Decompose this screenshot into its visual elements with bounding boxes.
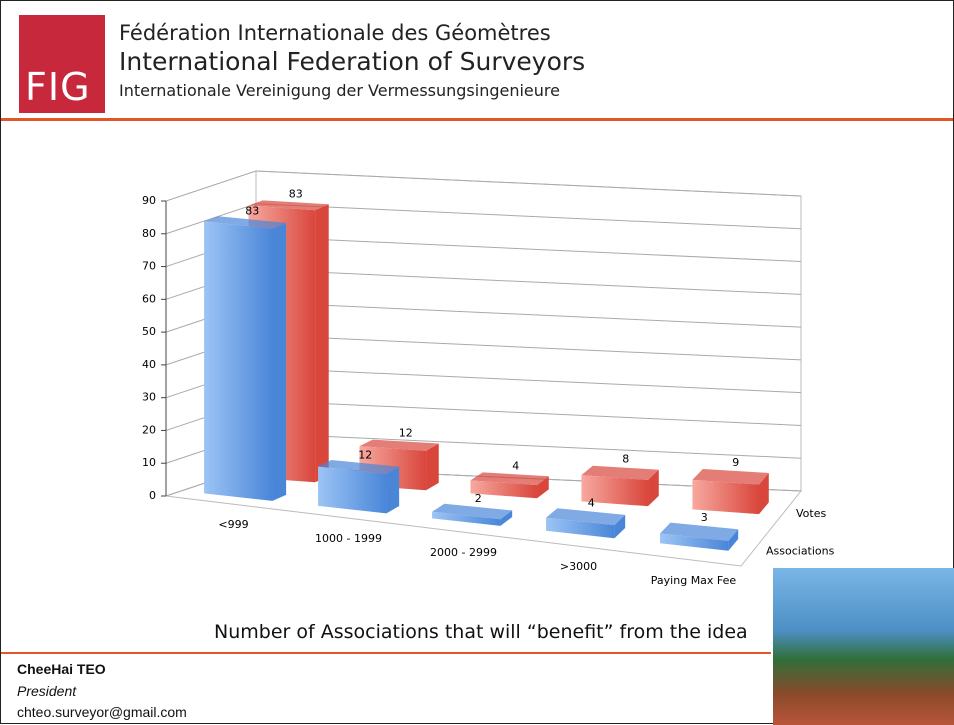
bar (470, 480, 538, 499)
bar-top (660, 522, 739, 541)
bar-top (432, 503, 513, 520)
author-name: CheeHai TEO (17, 661, 106, 677)
data-label: 4 (588, 497, 595, 510)
y-tick-label: 80 (142, 227, 156, 240)
bar (318, 466, 387, 514)
bar-top (248, 200, 329, 211)
grid-line (255, 170, 802, 197)
org-name-fr: Fédération Internationale des Géomètres (119, 21, 551, 45)
bar (432, 511, 501, 526)
bar-side (728, 529, 739, 551)
data-label: 9 (732, 456, 739, 469)
grid-line (255, 399, 802, 426)
y-tick-label: 60 (142, 292, 156, 305)
bar-side (272, 222, 287, 501)
bar-side (537, 476, 549, 499)
bar (692, 479, 760, 515)
grid-line (255, 301, 802, 328)
header-rule (1, 118, 953, 121)
author-email: chteo.surveyor@gmail.com (17, 704, 187, 720)
bar-top (204, 216, 287, 229)
bar-top (470, 472, 549, 486)
y-tick-label: 50 (142, 325, 156, 338)
org-name-en: International Federation of Surveyors (119, 47, 586, 76)
grid-line (255, 203, 802, 230)
data-label: 2 (475, 492, 482, 505)
bar-side (648, 469, 659, 507)
bar (204, 221, 273, 501)
grid-line (255, 236, 802, 263)
back-wall (255, 170, 802, 492)
y-tick-label: 10 (142, 456, 156, 469)
grid-line (255, 268, 802, 295)
x-tick-label: Paying Max Fee (651, 574, 737, 587)
org-name-de: Internationale Vereinigung der Vermessun… (119, 81, 560, 100)
data-label: 8 (622, 453, 629, 466)
bar-top (318, 460, 400, 475)
grid-line (165, 203, 257, 235)
bar (546, 517, 615, 539)
x-tick-label: 2000 - 2999 (430, 546, 497, 559)
y-tick-label: 70 (142, 260, 156, 273)
data-label: 12 (399, 427, 413, 440)
bar-side (426, 443, 439, 491)
y-tick-label: 90 (142, 194, 156, 207)
chart: 0 10 20 30 40 50 60 70 80 90 83 12 4 8 9 Votes 83 12 2 4 3 As… (142, 170, 835, 587)
grid-line (255, 367, 802, 394)
bar-top (692, 469, 769, 485)
data-label: 4 (512, 459, 519, 472)
logo: FIG (19, 15, 105, 113)
data-label: 83 (245, 205, 259, 218)
data-label: 83 (289, 187, 303, 200)
grid-line (255, 432, 802, 459)
bar-side (759, 472, 769, 515)
x-tick-label: <999 (218, 518, 248, 531)
bar-top (359, 439, 439, 451)
grid-line (165, 170, 257, 202)
y-tick-label: 30 (142, 391, 156, 404)
y-tick-label: 0 (149, 489, 156, 502)
data-label: 3 (701, 511, 708, 524)
y-tick-label: 40 (142, 358, 156, 371)
footer-rule (1, 652, 771, 654)
chart-caption: Number of Associations that will “benefi… (214, 621, 748, 643)
data-label: 12 (358, 448, 372, 461)
bar-top (546, 508, 626, 526)
x-tick-label: 1000 - 1999 (315, 532, 382, 545)
grid-line (255, 334, 802, 361)
photo (773, 568, 954, 725)
y-tick-label: 20 (142, 423, 156, 436)
logo-text: FIG (25, 65, 91, 109)
series-label: Votes (796, 507, 826, 520)
x-tick-label: >3000 (560, 560, 597, 573)
bar-side (386, 466, 400, 514)
author-role: President (17, 683, 77, 699)
bar-side (614, 514, 626, 539)
bar-top (581, 465, 659, 480)
series-label: Associations (766, 544, 835, 557)
bar (581, 475, 649, 507)
bar (660, 533, 729, 551)
bar-side (315, 204, 329, 483)
bar-side (500, 510, 513, 526)
